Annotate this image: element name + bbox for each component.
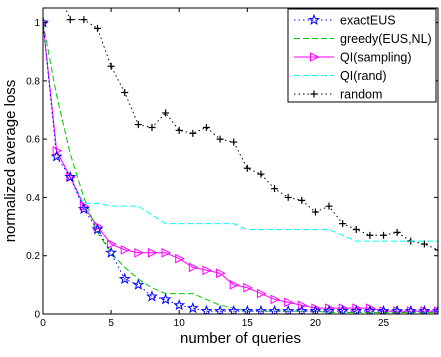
y-tick-label: 0.6	[26, 135, 40, 146]
x-tick-label: 10	[174, 318, 186, 329]
y-axis-label: normalized average loss	[2, 80, 19, 243]
y-tick-label: 0.8	[26, 76, 40, 87]
legend-label: random	[340, 88, 382, 102]
x-tick-label: 0	[40, 318, 46, 329]
x-tick-label: 5	[108, 318, 114, 329]
x-tick-label: 15	[242, 318, 254, 329]
y-tick-label: 1	[34, 18, 40, 29]
x-tick-label: 25	[378, 318, 390, 329]
y-tick-label: 0.2	[26, 251, 40, 262]
legend-label: QI(sampling)	[340, 51, 412, 65]
legend-label: QI(rand)	[340, 69, 387, 83]
y-tick-label: 0.4	[26, 193, 40, 204]
legend: exactEUS greedy(EUS,NL) QI(sampling) QI(ran…	[288, 9, 436, 102]
x-tick-label: 20	[310, 318, 322, 329]
x-axis-label: number of queries	[180, 330, 301, 347]
legend-label: exactEUS	[340, 14, 396, 28]
legend-label: greedy(EUS,NL)	[340, 32, 432, 46]
y-tick-label: 0	[34, 310, 40, 321]
